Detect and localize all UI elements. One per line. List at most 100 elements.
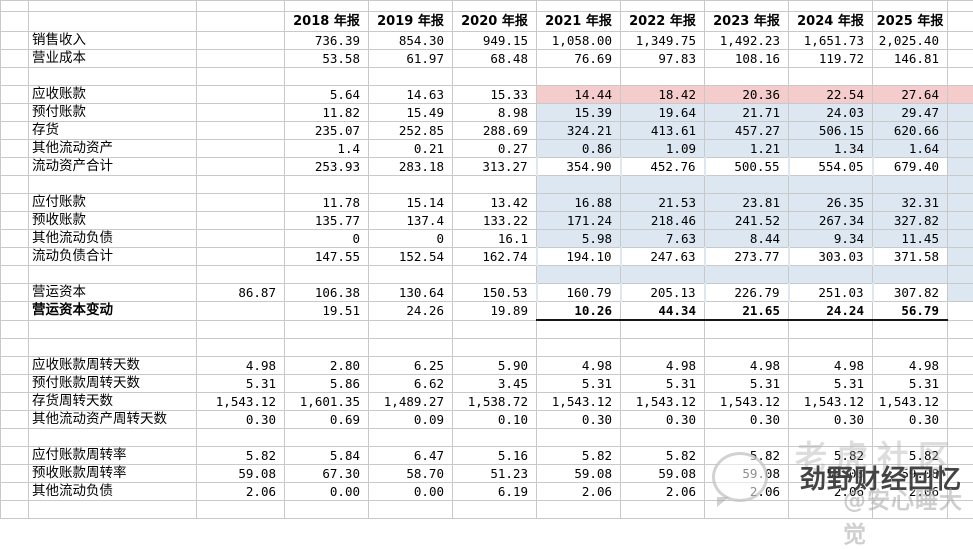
cell[interactable]: 0.30 (873, 411, 948, 429)
cell[interactable]: 5.31 (705, 375, 789, 393)
cell[interactable]: 6.62 (369, 375, 453, 393)
cell[interactable] (948, 68, 973, 86)
cell[interactable]: 6.25 (369, 357, 453, 375)
cell[interactable]: 267.34 (789, 212, 873, 230)
cell[interactable] (705, 68, 789, 86)
cell[interactable]: 86.87 (197, 284, 285, 302)
row-label[interactable]: 应付账款周转率 (29, 447, 197, 465)
cell[interactable]: 4.98 (621, 357, 705, 375)
cell[interactable] (621, 429, 705, 447)
cell[interactable] (453, 501, 537, 519)
cell[interactable] (369, 176, 453, 194)
cell[interactable] (197, 32, 285, 50)
cell[interactable] (453, 266, 537, 284)
cell[interactable] (948, 12, 973, 32)
cell[interactable]: 21.53 (621, 194, 705, 212)
cell[interactable]: 130.64 (369, 284, 453, 302)
cell[interactable]: 146.81 (873, 50, 948, 68)
cell[interactable] (948, 393, 973, 411)
cell[interactable]: 283.18 (369, 158, 453, 176)
row-label[interactable]: 销售收入 (29, 32, 197, 50)
year-header[interactable]: 2024 年报 (789, 12, 873, 32)
cell[interactable] (1, 104, 29, 122)
row-label[interactable] (29, 501, 197, 519)
cell[interactable] (197, 12, 285, 32)
cell[interactable] (948, 104, 973, 122)
cell[interactable]: 554.05 (789, 158, 873, 176)
cell[interactable]: 18.42 (621, 86, 705, 104)
cell[interactable]: 2.06 (621, 483, 705, 501)
cell[interactable]: 106.38 (285, 284, 369, 302)
cell[interactable] (705, 320, 789, 339)
cell[interactable]: 0.69 (285, 411, 369, 429)
cell[interactable]: 1.21 (705, 140, 789, 158)
cell[interactable]: 313.27 (453, 158, 537, 176)
cell[interactable]: 5.82 (621, 447, 705, 465)
row-label[interactable]: 其他流动负债 (29, 230, 197, 248)
cell[interactable] (1, 266, 29, 284)
row-label[interactable]: 应收账款周转天数 (29, 357, 197, 375)
row-label[interactable]: 营运资本变动 (29, 302, 197, 321)
cell[interactable] (1, 375, 29, 393)
cell[interactable] (1, 176, 29, 194)
cell[interactable]: 452.76 (621, 158, 705, 176)
cell[interactable]: 108.16 (705, 50, 789, 68)
cell[interactable]: 1.34 (789, 140, 873, 158)
cell[interactable] (705, 266, 789, 284)
cell[interactable] (1, 212, 29, 230)
row-label[interactable]: 预收账款周转率 (29, 465, 197, 483)
cell[interactable]: 5.90 (453, 357, 537, 375)
cell[interactable]: 24.26 (369, 302, 453, 321)
cell[interactable]: 0.21 (369, 140, 453, 158)
cell[interactable]: 949.15 (453, 32, 537, 50)
cell[interactable] (197, 86, 285, 104)
cell[interactable] (948, 176, 973, 194)
cell[interactable]: 1,492.23 (705, 32, 789, 50)
cell[interactable]: 6.19 (453, 483, 537, 501)
cell[interactable] (1, 68, 29, 86)
cell[interactable]: 1,349.75 (621, 32, 705, 50)
cell[interactable]: 133.22 (453, 212, 537, 230)
row-label[interactable]: 其他流动负债 (29, 483, 197, 501)
cell[interactable] (789, 266, 873, 284)
row-label[interactable]: 预收账款 (29, 212, 197, 230)
cell[interactable]: 11.45 (873, 230, 948, 248)
cell[interactable]: 218.46 (621, 212, 705, 230)
cell[interactable] (948, 32, 973, 50)
cell[interactable]: 68.48 (453, 50, 537, 68)
cell[interactable]: 16.1 (453, 230, 537, 248)
cell[interactable]: 51.23 (453, 465, 537, 483)
row-label[interactable]: 流动负债合计 (29, 248, 197, 266)
cell[interactable] (621, 339, 705, 357)
cell[interactable] (369, 501, 453, 519)
row-label[interactable]: 预付账款周转天数 (29, 375, 197, 393)
cell[interactable]: 137.4 (369, 212, 453, 230)
cell[interactable]: 226.79 (705, 284, 789, 302)
cell[interactable]: 1.4 (285, 140, 369, 158)
cell[interactable] (948, 122, 973, 140)
cell[interactable]: 5.31 (621, 375, 705, 393)
cell[interactable] (1, 320, 29, 339)
cell[interactable] (873, 68, 948, 86)
year-header[interactable]: 2025 年报 (873, 12, 948, 32)
cell[interactable] (948, 140, 973, 158)
row-label[interactable]: 存货周转天数 (29, 393, 197, 411)
cell[interactable]: 205.13 (621, 284, 705, 302)
cell[interactable] (197, 248, 285, 266)
cell[interactable] (197, 50, 285, 68)
cell[interactable]: 0.86 (537, 140, 621, 158)
cell[interactable] (537, 176, 621, 194)
cell[interactable]: 23.81 (705, 194, 789, 212)
cell[interactable]: 5.86 (285, 375, 369, 393)
cell[interactable]: 135.77 (285, 212, 369, 230)
row-label[interactable] (29, 176, 197, 194)
cell[interactable] (789, 1, 873, 12)
row-label[interactable]: 预付账款 (29, 104, 197, 122)
cell[interactable] (285, 68, 369, 86)
cell[interactable]: 16.88 (537, 194, 621, 212)
cell[interactable]: 247.63 (621, 248, 705, 266)
cell[interactable]: 1,489.27 (369, 393, 453, 411)
year-header[interactable]: 2019 年报 (369, 12, 453, 32)
cell[interactable] (948, 266, 973, 284)
cell[interactable] (1, 302, 29, 321)
